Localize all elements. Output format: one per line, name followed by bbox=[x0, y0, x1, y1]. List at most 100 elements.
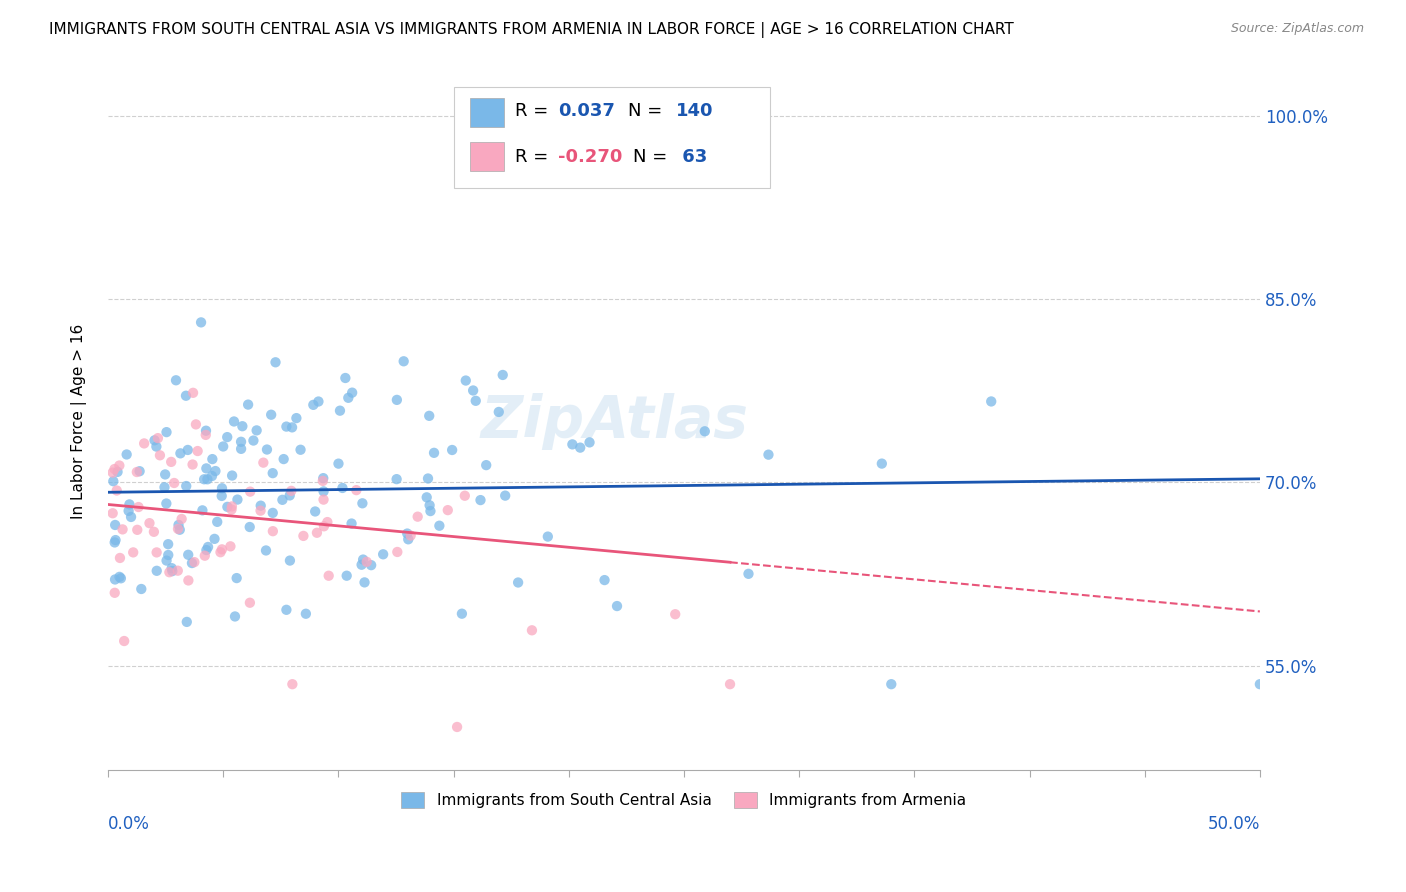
Text: N =: N = bbox=[627, 103, 668, 120]
Text: -0.270: -0.270 bbox=[558, 148, 623, 166]
FancyBboxPatch shape bbox=[470, 142, 505, 171]
Point bbox=[246, 423, 269, 437]
Point bbox=[104, 535, 127, 549]
Point bbox=[312, 484, 335, 499]
Point bbox=[207, 515, 229, 529]
Legend: Immigrants from South Central Asia, Immigrants from Armenia: Immigrants from South Central Asia, Immi… bbox=[395, 786, 973, 814]
Point bbox=[537, 530, 560, 544]
Point bbox=[406, 509, 429, 524]
Point bbox=[454, 489, 477, 503]
Point bbox=[352, 552, 374, 566]
Text: R =: R = bbox=[515, 148, 554, 166]
Point bbox=[520, 624, 543, 638]
Point bbox=[278, 488, 301, 502]
Point bbox=[177, 548, 200, 562]
Point bbox=[145, 564, 167, 578]
Point bbox=[128, 464, 150, 478]
Point bbox=[163, 475, 186, 490]
Point bbox=[302, 398, 325, 412]
Point bbox=[454, 374, 477, 388]
Point bbox=[195, 543, 218, 558]
Point bbox=[436, 503, 458, 517]
Point bbox=[360, 558, 382, 573]
Point bbox=[264, 355, 287, 369]
Point bbox=[127, 523, 149, 537]
Point bbox=[337, 391, 360, 405]
Point bbox=[312, 471, 335, 485]
Point bbox=[336, 568, 359, 582]
Point bbox=[201, 452, 224, 467]
Point bbox=[593, 573, 616, 587]
Point bbox=[273, 452, 295, 467]
Point bbox=[191, 503, 214, 517]
Point bbox=[356, 555, 378, 569]
Point bbox=[262, 466, 284, 480]
Point bbox=[181, 385, 204, 400]
Text: IMMIGRANTS FROM SOUTH CENTRAL ASIA VS IMMIGRANTS FROM ARMENIA IN LABOR FORCE | A: IMMIGRANTS FROM SOUTH CENTRAL ASIA VS IM… bbox=[49, 22, 1014, 38]
Point bbox=[312, 474, 335, 488]
Y-axis label: In Labor Force | Age > 16: In Labor Force | Age > 16 bbox=[72, 324, 87, 519]
Point bbox=[578, 435, 600, 450]
Point bbox=[155, 553, 177, 567]
Point bbox=[332, 481, 354, 495]
Point bbox=[281, 420, 304, 434]
Point bbox=[328, 457, 350, 471]
Point bbox=[441, 442, 464, 457]
Point bbox=[304, 504, 326, 518]
Point bbox=[239, 520, 262, 534]
Point bbox=[221, 502, 243, 516]
Point bbox=[392, 354, 415, 368]
Point bbox=[737, 566, 759, 581]
Point bbox=[224, 609, 246, 624]
Point bbox=[329, 403, 352, 417]
Point bbox=[190, 315, 212, 329]
Point bbox=[194, 549, 217, 563]
Point bbox=[419, 498, 441, 512]
Point bbox=[718, 677, 741, 691]
Point bbox=[197, 540, 219, 554]
Point bbox=[344, 483, 367, 497]
Point bbox=[488, 405, 510, 419]
Point bbox=[183, 555, 205, 569]
Point bbox=[340, 516, 363, 531]
Point bbox=[229, 434, 252, 449]
Point bbox=[204, 464, 226, 478]
Point bbox=[197, 472, 219, 486]
Point bbox=[118, 497, 141, 511]
Point bbox=[249, 503, 271, 517]
Point bbox=[262, 506, 284, 520]
Point bbox=[157, 537, 180, 551]
Point bbox=[242, 434, 264, 448]
Point bbox=[108, 551, 131, 566]
Point bbox=[229, 442, 252, 456]
Point bbox=[249, 499, 271, 513]
Point bbox=[307, 394, 329, 409]
Point bbox=[352, 496, 374, 510]
Point bbox=[340, 385, 363, 400]
Text: 50.0%: 50.0% bbox=[1208, 815, 1260, 833]
Point bbox=[278, 553, 301, 567]
Point bbox=[209, 545, 232, 559]
Point bbox=[166, 564, 188, 578]
Point bbox=[201, 469, 224, 483]
Point bbox=[254, 543, 277, 558]
Point bbox=[160, 561, 183, 575]
Point bbox=[561, 437, 583, 451]
Point bbox=[176, 615, 198, 629]
Point bbox=[446, 720, 468, 734]
Point bbox=[181, 458, 204, 472]
Point bbox=[170, 512, 193, 526]
Point bbox=[145, 545, 167, 559]
Point bbox=[204, 532, 226, 546]
Point bbox=[108, 458, 131, 473]
Point bbox=[157, 548, 180, 562]
Point bbox=[108, 570, 131, 584]
Point bbox=[105, 483, 128, 498]
Point bbox=[312, 519, 335, 533]
Point bbox=[399, 528, 422, 542]
Point bbox=[167, 518, 190, 533]
Point bbox=[134, 436, 156, 450]
Point bbox=[146, 431, 169, 445]
Point bbox=[167, 522, 190, 536]
Point bbox=[980, 394, 1002, 409]
